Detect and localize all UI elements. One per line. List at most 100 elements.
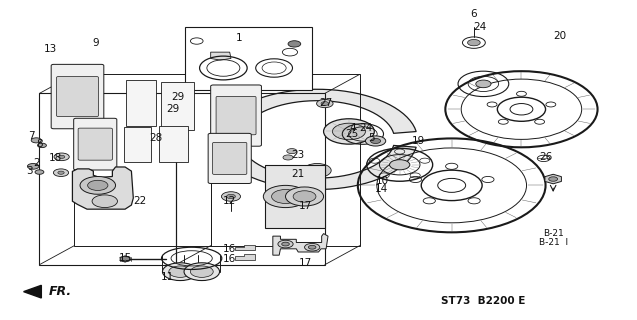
Circle shape	[468, 39, 480, 46]
Text: 13: 13	[44, 44, 57, 54]
Circle shape	[35, 170, 44, 174]
Circle shape	[54, 169, 69, 177]
FancyBboxPatch shape	[51, 64, 104, 129]
FancyBboxPatch shape	[74, 118, 117, 170]
Circle shape	[162, 263, 198, 281]
Polygon shape	[211, 52, 231, 60]
Circle shape	[303, 164, 331, 177]
Circle shape	[288, 41, 301, 47]
Circle shape	[92, 195, 117, 208]
Circle shape	[287, 148, 297, 154]
Text: 4: 4	[350, 123, 356, 133]
Text: 17: 17	[299, 258, 312, 268]
Bar	[185, 27, 312, 90]
Circle shape	[321, 102, 329, 105]
Bar	[125, 80, 156, 126]
Text: 17: 17	[299, 201, 312, 211]
Text: 29: 29	[171, 92, 184, 101]
Text: 25: 25	[345, 129, 359, 139]
Text: 18: 18	[49, 153, 62, 163]
Text: 9: 9	[92, 38, 99, 48]
Circle shape	[366, 136, 386, 146]
Circle shape	[548, 177, 557, 181]
Circle shape	[476, 80, 491, 88]
Text: 16: 16	[223, 244, 236, 254]
Circle shape	[293, 191, 316, 202]
Text: 22: 22	[133, 196, 147, 206]
FancyBboxPatch shape	[213, 142, 247, 174]
Circle shape	[271, 189, 299, 204]
FancyBboxPatch shape	[211, 85, 261, 146]
Circle shape	[278, 240, 293, 248]
Circle shape	[88, 180, 108, 190]
Text: 28: 28	[150, 133, 163, 143]
Text: 8: 8	[36, 139, 43, 148]
Circle shape	[59, 155, 65, 158]
Text: 10: 10	[375, 176, 389, 186]
Polygon shape	[273, 234, 328, 255]
Circle shape	[371, 139, 381, 143]
FancyBboxPatch shape	[78, 128, 112, 160]
Text: 5: 5	[368, 133, 375, 143]
Text: 23: 23	[292, 150, 305, 160]
Text: FR.: FR.	[49, 285, 72, 298]
Circle shape	[283, 155, 293, 160]
Text: 19: 19	[412, 136, 426, 146]
Circle shape	[310, 167, 325, 174]
Bar	[161, 82, 194, 130]
Text: 6: 6	[471, 9, 477, 19]
Polygon shape	[73, 167, 133, 209]
Polygon shape	[235, 254, 255, 260]
Circle shape	[169, 266, 192, 277]
Polygon shape	[235, 245, 255, 251]
Circle shape	[390, 160, 410, 170]
FancyBboxPatch shape	[57, 76, 99, 116]
Text: 7: 7	[29, 131, 35, 141]
Text: 2: 2	[34, 158, 40, 168]
Circle shape	[282, 242, 289, 246]
Text: 24: 24	[359, 123, 373, 133]
Text: 20: 20	[553, 31, 566, 41]
Polygon shape	[217, 89, 416, 189]
Text: B-21: B-21	[543, 229, 564, 238]
Polygon shape	[545, 174, 561, 184]
Text: 24: 24	[473, 22, 487, 32]
Circle shape	[317, 100, 333, 108]
Circle shape	[333, 123, 366, 140]
Circle shape	[304, 244, 320, 251]
Text: 29: 29	[166, 104, 179, 114]
Circle shape	[120, 256, 130, 261]
Text: 14: 14	[375, 184, 389, 194]
Circle shape	[285, 187, 324, 206]
FancyBboxPatch shape	[208, 133, 251, 183]
Polygon shape	[264, 165, 325, 228]
Circle shape	[31, 138, 41, 143]
Text: 27: 27	[320, 98, 333, 108]
Text: 21: 21	[292, 169, 305, 179]
Bar	[124, 127, 151, 162]
Text: 16: 16	[223, 254, 236, 264]
Circle shape	[54, 153, 69, 161]
Circle shape	[27, 164, 39, 169]
Text: 12: 12	[223, 196, 236, 206]
Text: ST73  B2200 E: ST73 B2200 E	[441, 296, 526, 306]
FancyBboxPatch shape	[216, 96, 256, 135]
Circle shape	[190, 266, 213, 277]
Circle shape	[308, 245, 316, 249]
Text: 11: 11	[161, 272, 174, 282]
Text: 1: 1	[236, 33, 243, 43]
Circle shape	[58, 171, 64, 174]
Circle shape	[263, 185, 308, 208]
Circle shape	[38, 143, 47, 148]
Bar	[159, 126, 189, 162]
Text: B-21  I: B-21 I	[539, 238, 568, 247]
Circle shape	[227, 194, 236, 199]
Text: 26: 26	[539, 152, 552, 162]
Circle shape	[80, 177, 115, 194]
Circle shape	[222, 192, 241, 201]
Polygon shape	[24, 285, 41, 298]
Text: 3: 3	[26, 166, 32, 176]
Circle shape	[324, 119, 375, 144]
Text: 15: 15	[118, 253, 132, 263]
Circle shape	[184, 263, 220, 281]
